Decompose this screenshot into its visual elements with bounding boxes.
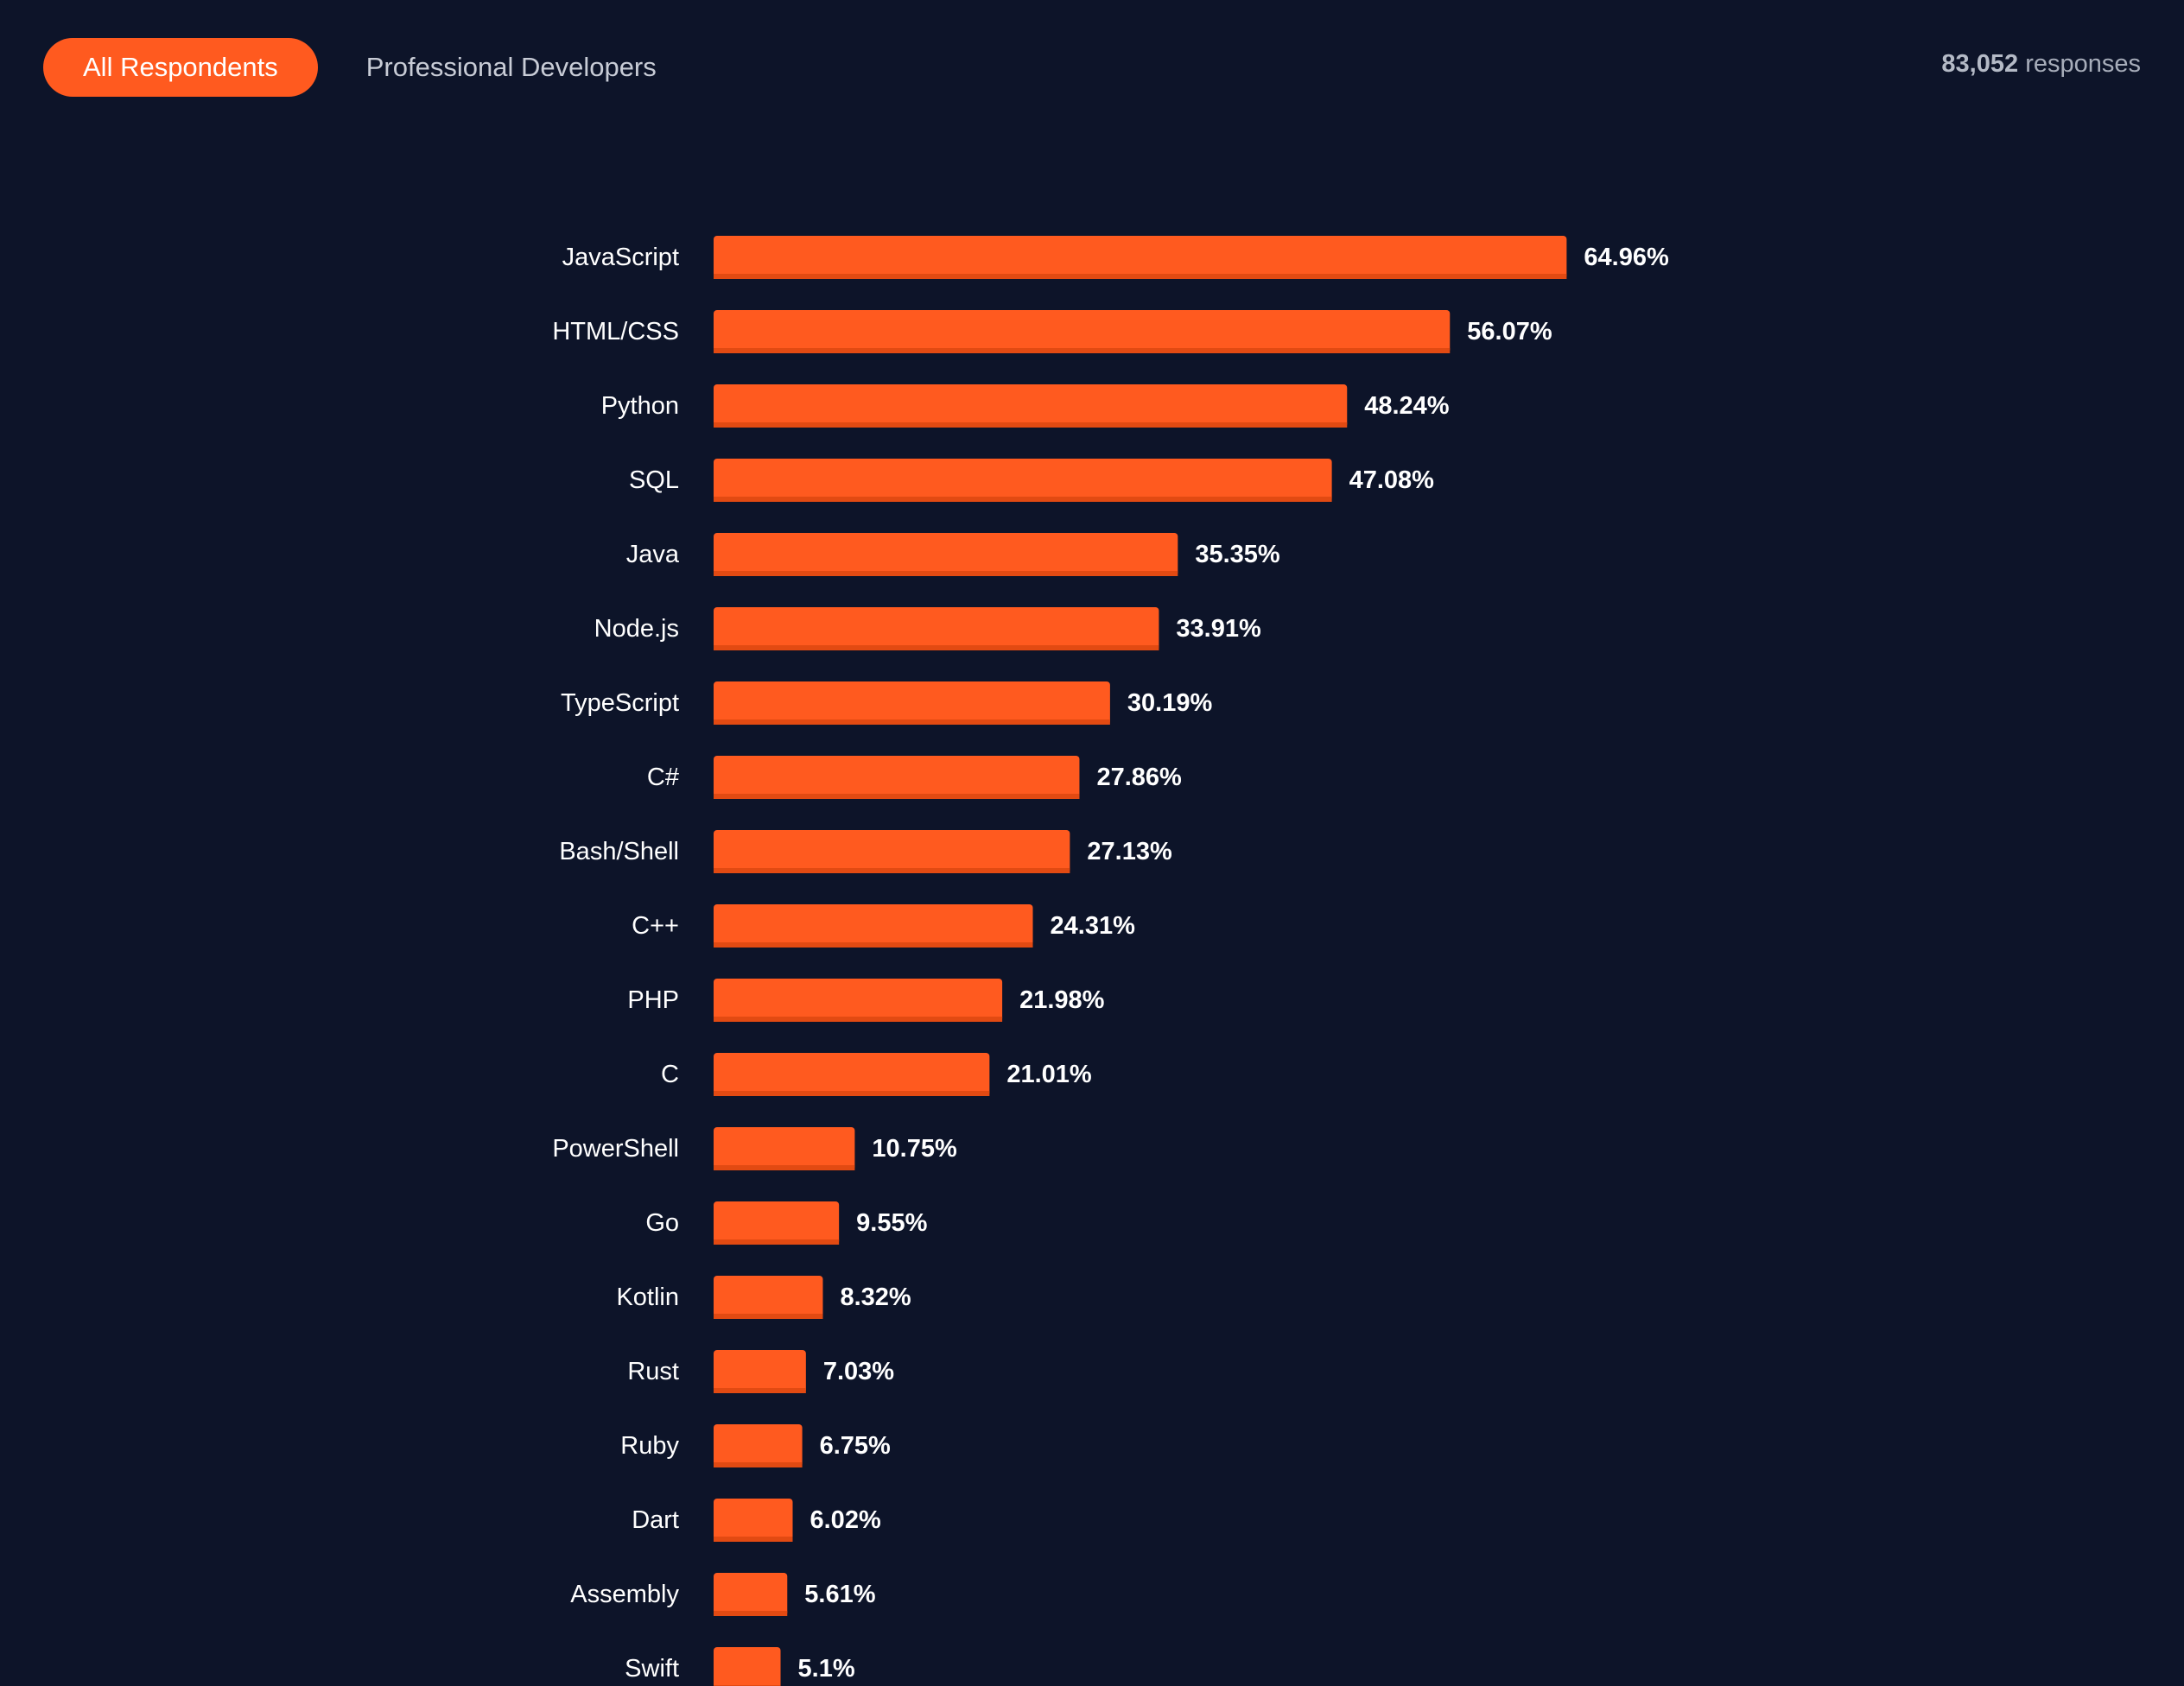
value-label: 27.13% (1087, 838, 1172, 865)
bar[interactable] (714, 1276, 823, 1319)
category-label: C (661, 1061, 679, 1088)
tab-all-respondents[interactable]: All Respondents (43, 38, 318, 97)
value-label: 27.86% (1096, 764, 1182, 791)
bar[interactable] (714, 310, 1451, 353)
bar-shadow (714, 571, 1178, 576)
value-label: 5.1% (798, 1655, 855, 1683)
bar[interactable] (714, 1573, 788, 1616)
value-label: 64.96% (1584, 244, 1669, 271)
value-label: 56.07% (1467, 318, 1552, 345)
category-label: Go (645, 1209, 679, 1237)
category-label: SQL (629, 466, 679, 494)
category-label: Node.js (594, 615, 679, 643)
bar-shadow (714, 794, 1080, 799)
bar-shadow (714, 1537, 793, 1542)
value-label: 24.31% (1051, 912, 1136, 940)
value-label: 7.03% (823, 1358, 894, 1385)
bar-shadow (714, 868, 1070, 873)
category-label: Kotlin (616, 1284, 679, 1311)
bar[interactable] (714, 904, 1033, 948)
bar[interactable] (714, 236, 1567, 279)
bar[interactable] (714, 1647, 781, 1686)
bar[interactable] (714, 681, 1110, 725)
bar[interactable] (714, 1201, 840, 1245)
value-label: 5.61% (804, 1581, 875, 1608)
category-label: Python (601, 392, 679, 420)
value-label: 30.19% (1127, 689, 1213, 717)
bar[interactable] (714, 1499, 793, 1542)
bar[interactable] (714, 1350, 806, 1393)
bar[interactable] (714, 756, 1080, 799)
category-label: Java (626, 541, 680, 568)
value-label: 35.35% (1195, 541, 1280, 568)
bar-shadow (714, 1388, 806, 1393)
bar-shadow (714, 1611, 788, 1616)
value-label: 6.02% (810, 1506, 881, 1534)
value-label: 21.98% (1019, 986, 1105, 1014)
bar-shadow (714, 1165, 855, 1170)
tab-professional-developers[interactable]: Professional Developers (365, 52, 657, 82)
bar[interactable] (714, 459, 1332, 502)
bar-shadow (714, 348, 1451, 353)
bar-shadow (714, 1091, 990, 1096)
category-label: Ruby (620, 1432, 679, 1460)
value-label: 9.55% (856, 1209, 927, 1237)
bar[interactable] (714, 979, 1003, 1022)
bar[interactable] (714, 830, 1070, 873)
value-label: 33.91% (1176, 615, 1261, 643)
value-label: 10.75% (872, 1135, 957, 1163)
bar-shadow (714, 1239, 840, 1245)
category-label: TypeScript (561, 689, 679, 717)
category-label: HTML/CSS (552, 318, 679, 345)
bar[interactable] (714, 1424, 803, 1467)
bar-shadow (714, 422, 1348, 428)
bar-shadow (714, 719, 1110, 725)
respondent-tabs: All Respondents Professional Developers (43, 38, 696, 97)
value-label: 21.01% (1006, 1061, 1092, 1088)
category-label: PowerShell (552, 1135, 679, 1163)
bar[interactable] (714, 533, 1178, 576)
category-label: JavaScript (562, 244, 679, 271)
bar-shadow (714, 942, 1033, 948)
bar-shadow (714, 1017, 1003, 1022)
value-label: 48.24% (1364, 392, 1450, 420)
response-count-label: responses (2025, 50, 2141, 78)
category-label: Assembly (570, 1581, 679, 1608)
value-label: 8.32% (840, 1284, 911, 1311)
category-label: C# (647, 764, 679, 791)
bar[interactable] (714, 384, 1348, 428)
value-label: 47.08% (1349, 466, 1435, 494)
bar[interactable] (714, 1053, 990, 1096)
category-label: Dart (632, 1506, 679, 1534)
bar-shadow (714, 1462, 803, 1467)
bar-shadow (714, 497, 1332, 502)
category-label: Swift (625, 1655, 679, 1683)
bar[interactable] (714, 1127, 855, 1170)
value-label: 6.75% (820, 1432, 891, 1460)
category-label: C++ (632, 912, 679, 940)
category-label: Rust (627, 1358, 679, 1385)
category-label: PHP (627, 986, 679, 1014)
bar-shadow (714, 274, 1567, 279)
bar-shadow (714, 645, 1159, 650)
bar-shadow (714, 1314, 823, 1319)
bar[interactable] (714, 607, 1159, 650)
response-count: 83,052 responses (1941, 50, 2141, 79)
response-count-value: 83,052 (1941, 50, 2019, 78)
category-label: Bash/Shell (559, 838, 679, 865)
